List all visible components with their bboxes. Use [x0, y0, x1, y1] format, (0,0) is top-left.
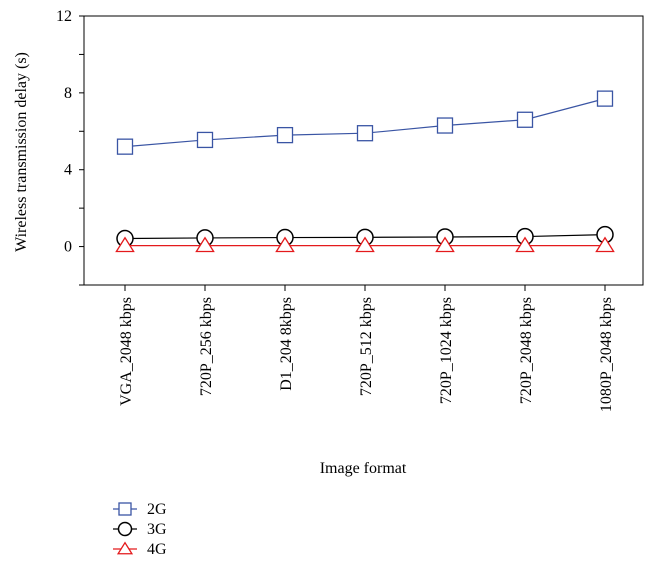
plot-area-border	[83, 15, 644, 286]
data-point	[515, 236, 535, 253]
data-point	[116, 138, 134, 155]
legend-label: 4G	[147, 541, 167, 558]
y-tick-label: 12	[56, 8, 72, 25]
data-point	[595, 236, 615, 253]
x-tick-label: 720P_2048 kbps	[518, 297, 535, 404]
data-point	[275, 236, 295, 253]
data-point	[436, 117, 454, 134]
legend-marker	[116, 541, 134, 555]
x-tick-label: VGA_2048 kbps	[118, 297, 135, 406]
y-tick-label: 4	[64, 162, 72, 179]
data-point	[355, 236, 375, 253]
data-point	[435, 236, 455, 253]
data-point	[516, 111, 534, 128]
legend-item: 2G	[113, 501, 167, 518]
series-2G	[116, 90, 614, 155]
data-point	[195, 236, 215, 253]
x-tick-label: 720P_512 kbps	[358, 297, 375, 396]
series-layer	[115, 90, 615, 253]
legend-marker	[118, 502, 132, 516]
x-tick-label: 720P_1024 kbps	[438, 297, 455, 404]
y-axis-title: Wireless transmission delay (s)	[13, 52, 30, 252]
legend-label: 3G	[147, 521, 167, 538]
x-axis-ticks: VGA_2048 kbps 720P_256 kbps D1_204 8kbps 72…	[118, 285, 615, 412]
data-point	[356, 125, 374, 142]
legend-marker	[117, 521, 133, 537]
x-tick-label: 720P_256 kbps	[198, 297, 215, 396]
data-point	[596, 90, 614, 107]
data-point	[196, 131, 214, 149]
legend-label: 2G	[147, 501, 167, 518]
data-point	[276, 126, 294, 144]
legend-item: 4G	[113, 541, 167, 558]
series-4G	[115, 236, 615, 253]
plot-frame	[83, 15, 644, 286]
x-axis-title: Image format	[320, 460, 407, 477]
y-axis-ticks: 0 4 8 12	[56, 8, 84, 286]
y-tick-label: 8	[64, 85, 72, 102]
data-point	[115, 236, 135, 253]
y-tick-label: 0	[64, 239, 72, 256]
x-tick-label: D1_204 8kbps	[278, 297, 295, 391]
x-tick-label: 1080P_2048 kbps	[598, 297, 615, 412]
legend: 2G 3G 4G	[113, 501, 167, 558]
legend-item: 3G	[113, 521, 167, 538]
